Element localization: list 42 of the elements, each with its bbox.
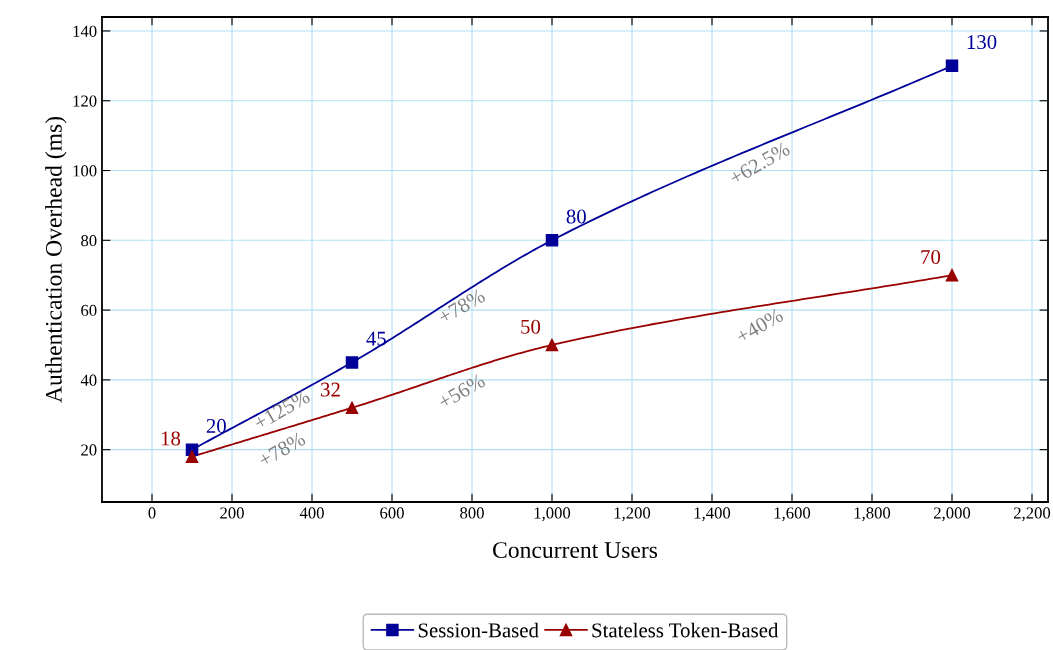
y-tick-label: 140 — [73, 25, 97, 37]
y-tick-label: 20 — [81, 444, 97, 456]
x-tick-label: 1,800 — [854, 507, 891, 521]
y-tick-label: 60 — [81, 304, 97, 317]
y-tick-label: 40 — [80, 374, 97, 386]
point — [345, 356, 359, 369]
annotation: +78% — [437, 288, 487, 325]
point — [185, 450, 199, 463]
x-tick-label: 600 — [380, 507, 404, 519]
x-tick-label: 2,000 — [933, 507, 971, 521]
y-tick-label: 100 — [73, 165, 97, 177]
annotation: +56% — [437, 373, 487, 410]
point — [545, 234, 559, 247]
x-tick-label: 2,200 — [1013, 507, 1051, 521]
point — [345, 401, 359, 415]
point — [945, 268, 959, 282]
data-label: 130 — [967, 35, 997, 50]
x-tick-label: 1,000 — [534, 507, 571, 521]
data-label: 18 — [161, 431, 181, 446]
x-tick-label: 0 — [148, 507, 156, 519]
point — [545, 338, 559, 352]
data-label: 32 — [321, 382, 340, 397]
data-label: 50 — [521, 319, 541, 334]
x-tick-label: 1,400 — [694, 507, 731, 521]
x-tick-label: 200 — [220, 507, 244, 519]
y-axis-title: Authentication Overhead (ms) — [45, 116, 67, 403]
data-label: 80 — [566, 209, 586, 224]
x-tick-label: 1,200 — [614, 507, 651, 521]
x-tick-label: 400 — [299, 507, 324, 519]
data-label: 45 — [366, 331, 386, 346]
annotation: +40% — [735, 307, 785, 344]
data-label: 20 — [206, 418, 226, 433]
legend-label: Stateless Token-Based — [592, 622, 779, 638]
annotation: +78% — [257, 431, 307, 468]
data-label: 70 — [921, 249, 941, 265]
y-tick-label: 120 — [73, 95, 97, 107]
x-axis-title: Concurrent Users — [493, 542, 658, 559]
point — [945, 59, 959, 73]
x-tick-label: 800 — [460, 507, 484, 519]
x-tick-label: 1,600 — [774, 507, 811, 521]
legend-label: Session-Based — [418, 622, 539, 638]
y-tick-label: 80 — [81, 235, 97, 247]
